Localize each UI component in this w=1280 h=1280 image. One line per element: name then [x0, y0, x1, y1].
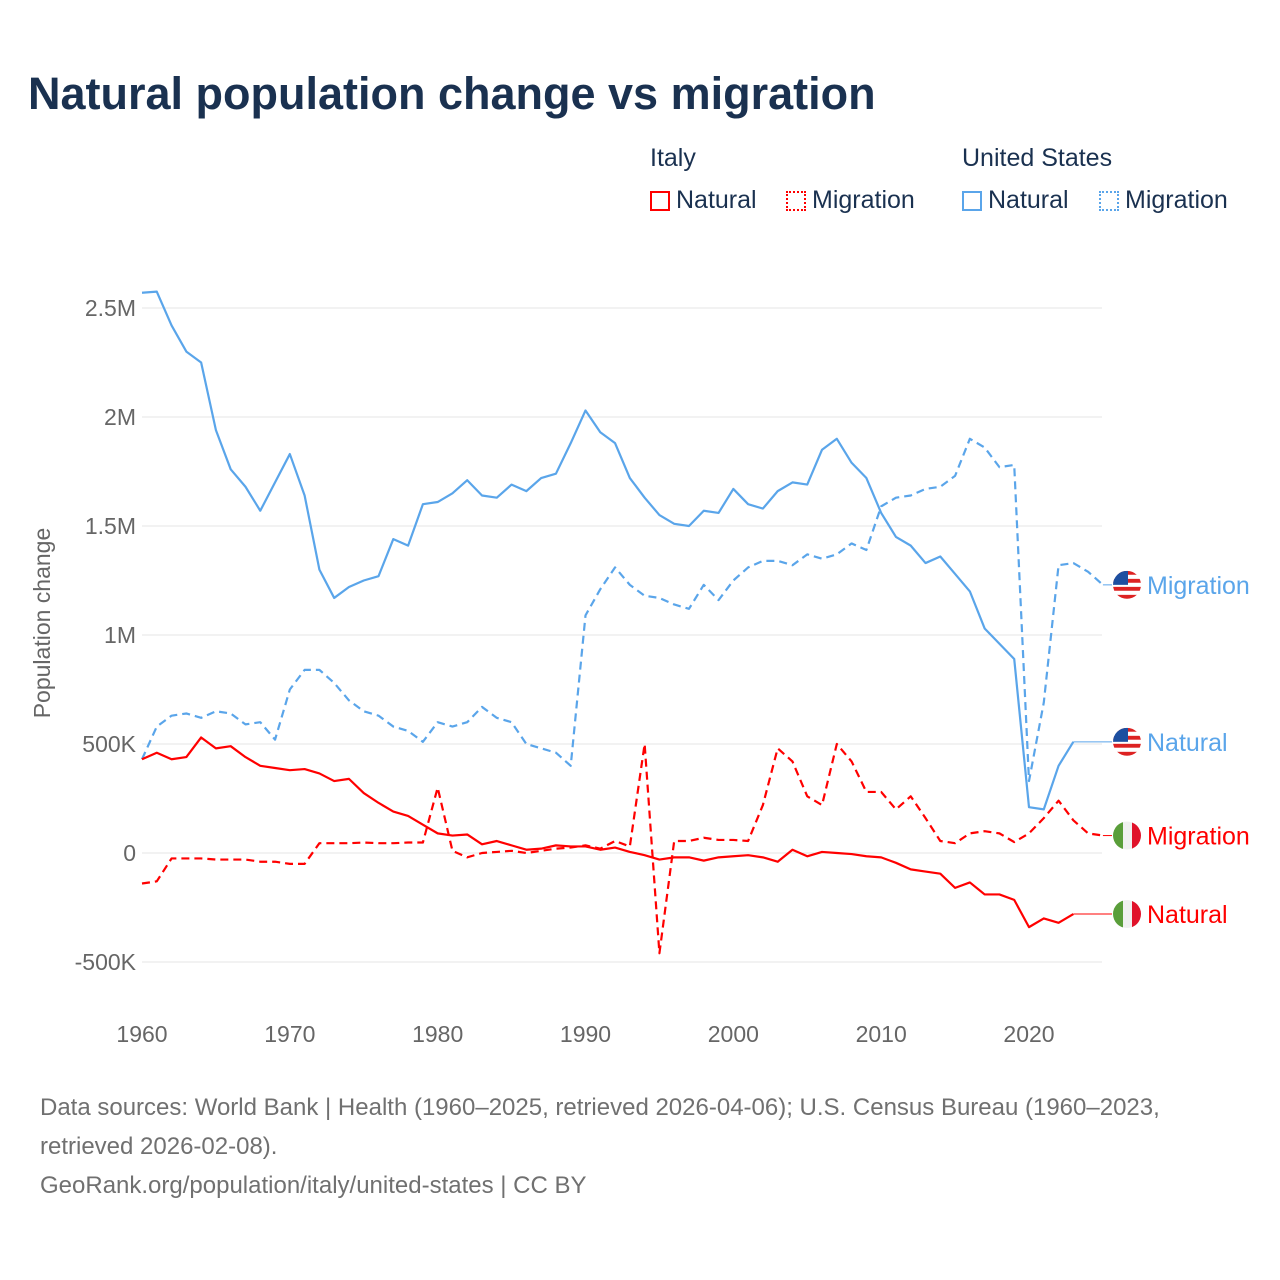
flag-stripe: [1113, 747, 1141, 752]
legend-us-natural[interactable]: Natural: [962, 186, 1069, 215]
flag-stripe: [1113, 586, 1141, 591]
series-end-label: Natural: [1147, 901, 1228, 929]
y-tick-label: 0: [123, 840, 136, 866]
flag-canton: [1113, 727, 1128, 742]
flag-white: [1123, 900, 1132, 929]
flag-body: [1113, 900, 1141, 929]
series-line-italy-natural: [141, 736, 1074, 929]
legend-group-italy: Italy: [650, 144, 696, 172]
us-flag-icon: [1113, 570, 1141, 599]
x-tick-label: 1980: [412, 1021, 463, 1047]
legend-italy-natural[interactable]: Natural: [650, 186, 757, 215]
y-tick-label: 2M: [104, 404, 136, 430]
legend-label: Migration: [1125, 186, 1228, 214]
series-line-us-natural: [141, 290, 1075, 811]
y-tick-label: 1M: [104, 622, 136, 648]
flag-red: [1132, 821, 1141, 850]
us-flag-icon: [1113, 727, 1141, 756]
source-link[interactable]: GeoRank.org/population/italy/united-stat…: [40, 1172, 587, 1199]
series-line-us-migration: [140, 437, 1104, 783]
flag-body: [1113, 821, 1141, 850]
series-end-label: Migration: [1147, 572, 1250, 600]
flag-stripe: [1113, 590, 1141, 595]
flag-body: [1113, 727, 1141, 756]
flag-canton: [1113, 570, 1128, 585]
legend-swatch-dotted: [786, 190, 806, 211]
series-end-label: Migration: [1147, 823, 1250, 851]
footer: Data sources: World Bank | Health (1960–…: [40, 1088, 1250, 1205]
plot-area: -500K 0 500K 1M 1.5M 2M 2.5M 1960 1970 1980 1990 20…: [29, 290, 1250, 1047]
flag-stripe: [1113, 751, 1141, 756]
y-tick-label: 1.5M: [85, 513, 136, 539]
y-axis-title: Population change: [29, 528, 55, 719]
x-tick-label: 1990: [560, 1021, 611, 1047]
chart-title: Natural population change vs migration: [28, 68, 876, 119]
x-tick-label: 1970: [264, 1021, 315, 1047]
flag-stripe: [1113, 743, 1141, 748]
x-tick-label: 2020: [1003, 1021, 1054, 1047]
flag-body: [1113, 570, 1141, 599]
flag-green: [1113, 821, 1123, 850]
legend-swatch-solid: [650, 190, 670, 211]
x-tick-label: 1960: [116, 1021, 167, 1047]
series-line-italy-migration: [141, 742, 1104, 955]
legend-label: Natural: [676, 186, 757, 214]
flag-red: [1132, 900, 1141, 929]
legend-label: Migration: [812, 186, 915, 214]
y-tick-label: -500K: [75, 949, 137, 975]
italy-flag-icon: [1113, 900, 1141, 929]
flag-green: [1113, 900, 1123, 929]
x-tick-label: 2000: [708, 1021, 759, 1047]
flag-stripe: [1113, 594, 1141, 599]
legend-swatch-dotted: [1099, 190, 1119, 211]
legend-swatch-solid: [962, 190, 982, 211]
legend-us-migration[interactable]: Migration: [1099, 186, 1228, 215]
y-tick-label: 2.5M: [85, 295, 136, 321]
data-sources: Data sources: World Bank | Health (1960–…: [40, 1094, 1160, 1160]
x-tick-label: 2010: [856, 1021, 907, 1047]
series-end-label: Natural: [1147, 729, 1228, 757]
y-tick-label: 500K: [82, 731, 136, 757]
legend-italy-migration[interactable]: Migration: [786, 186, 915, 215]
legend-group-us: United States: [962, 144, 1113, 172]
flag-white: [1123, 821, 1132, 850]
italy-flag-icon: [1113, 821, 1141, 850]
legend-label: Natural: [988, 186, 1069, 214]
